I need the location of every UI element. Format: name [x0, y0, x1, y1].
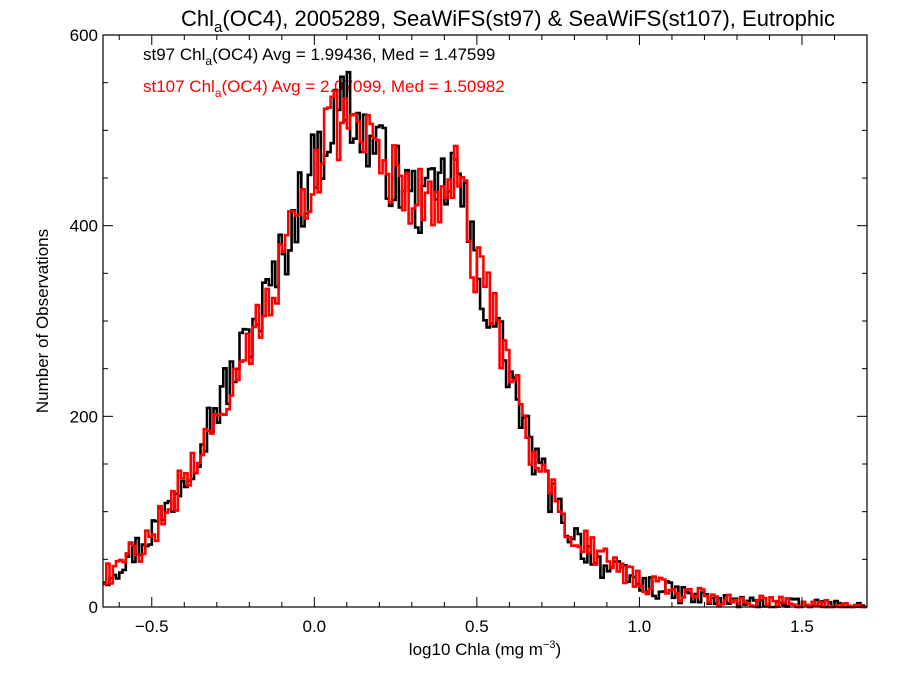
series-layer — [103, 70, 867, 609]
y-axis-label: Number of Observations — [33, 229, 52, 413]
x-tick-label: −0.5 — [135, 617, 169, 636]
y-tick-label: 600 — [70, 26, 98, 45]
y-tick-label: 0 — [89, 598, 98, 617]
x-tick-label: 0.5 — [465, 617, 489, 636]
series-st97-line — [103, 70, 867, 609]
series-st107-line — [103, 89, 867, 609]
x-tick-label: 0.0 — [302, 617, 326, 636]
x-tick-label: 1.0 — [628, 617, 652, 636]
chart-title: Chla(OC4), 2005289, SeaWiFS(st97) & SeaW… — [181, 6, 835, 36]
annotation-st107: st107 Chla(OC4) Avg = 2.07099, Med = 1.5… — [143, 77, 505, 100]
x-tick-label: 1.5 — [790, 617, 814, 636]
y-tick-label: 200 — [70, 407, 98, 426]
ticks-layer: −0.5 0.0 0.5 1.0 1.5 0 200 400 600 — [70, 26, 868, 636]
x-axis-label: log10 Chla (mg m−3) — [409, 639, 561, 659]
y-tick-label: 400 — [70, 217, 98, 236]
chart-title-subscript: a — [214, 19, 223, 36]
annotation-st97: st97 Chla(OC4) Avg = 1.99436, Med = 1.47… — [143, 45, 495, 68]
